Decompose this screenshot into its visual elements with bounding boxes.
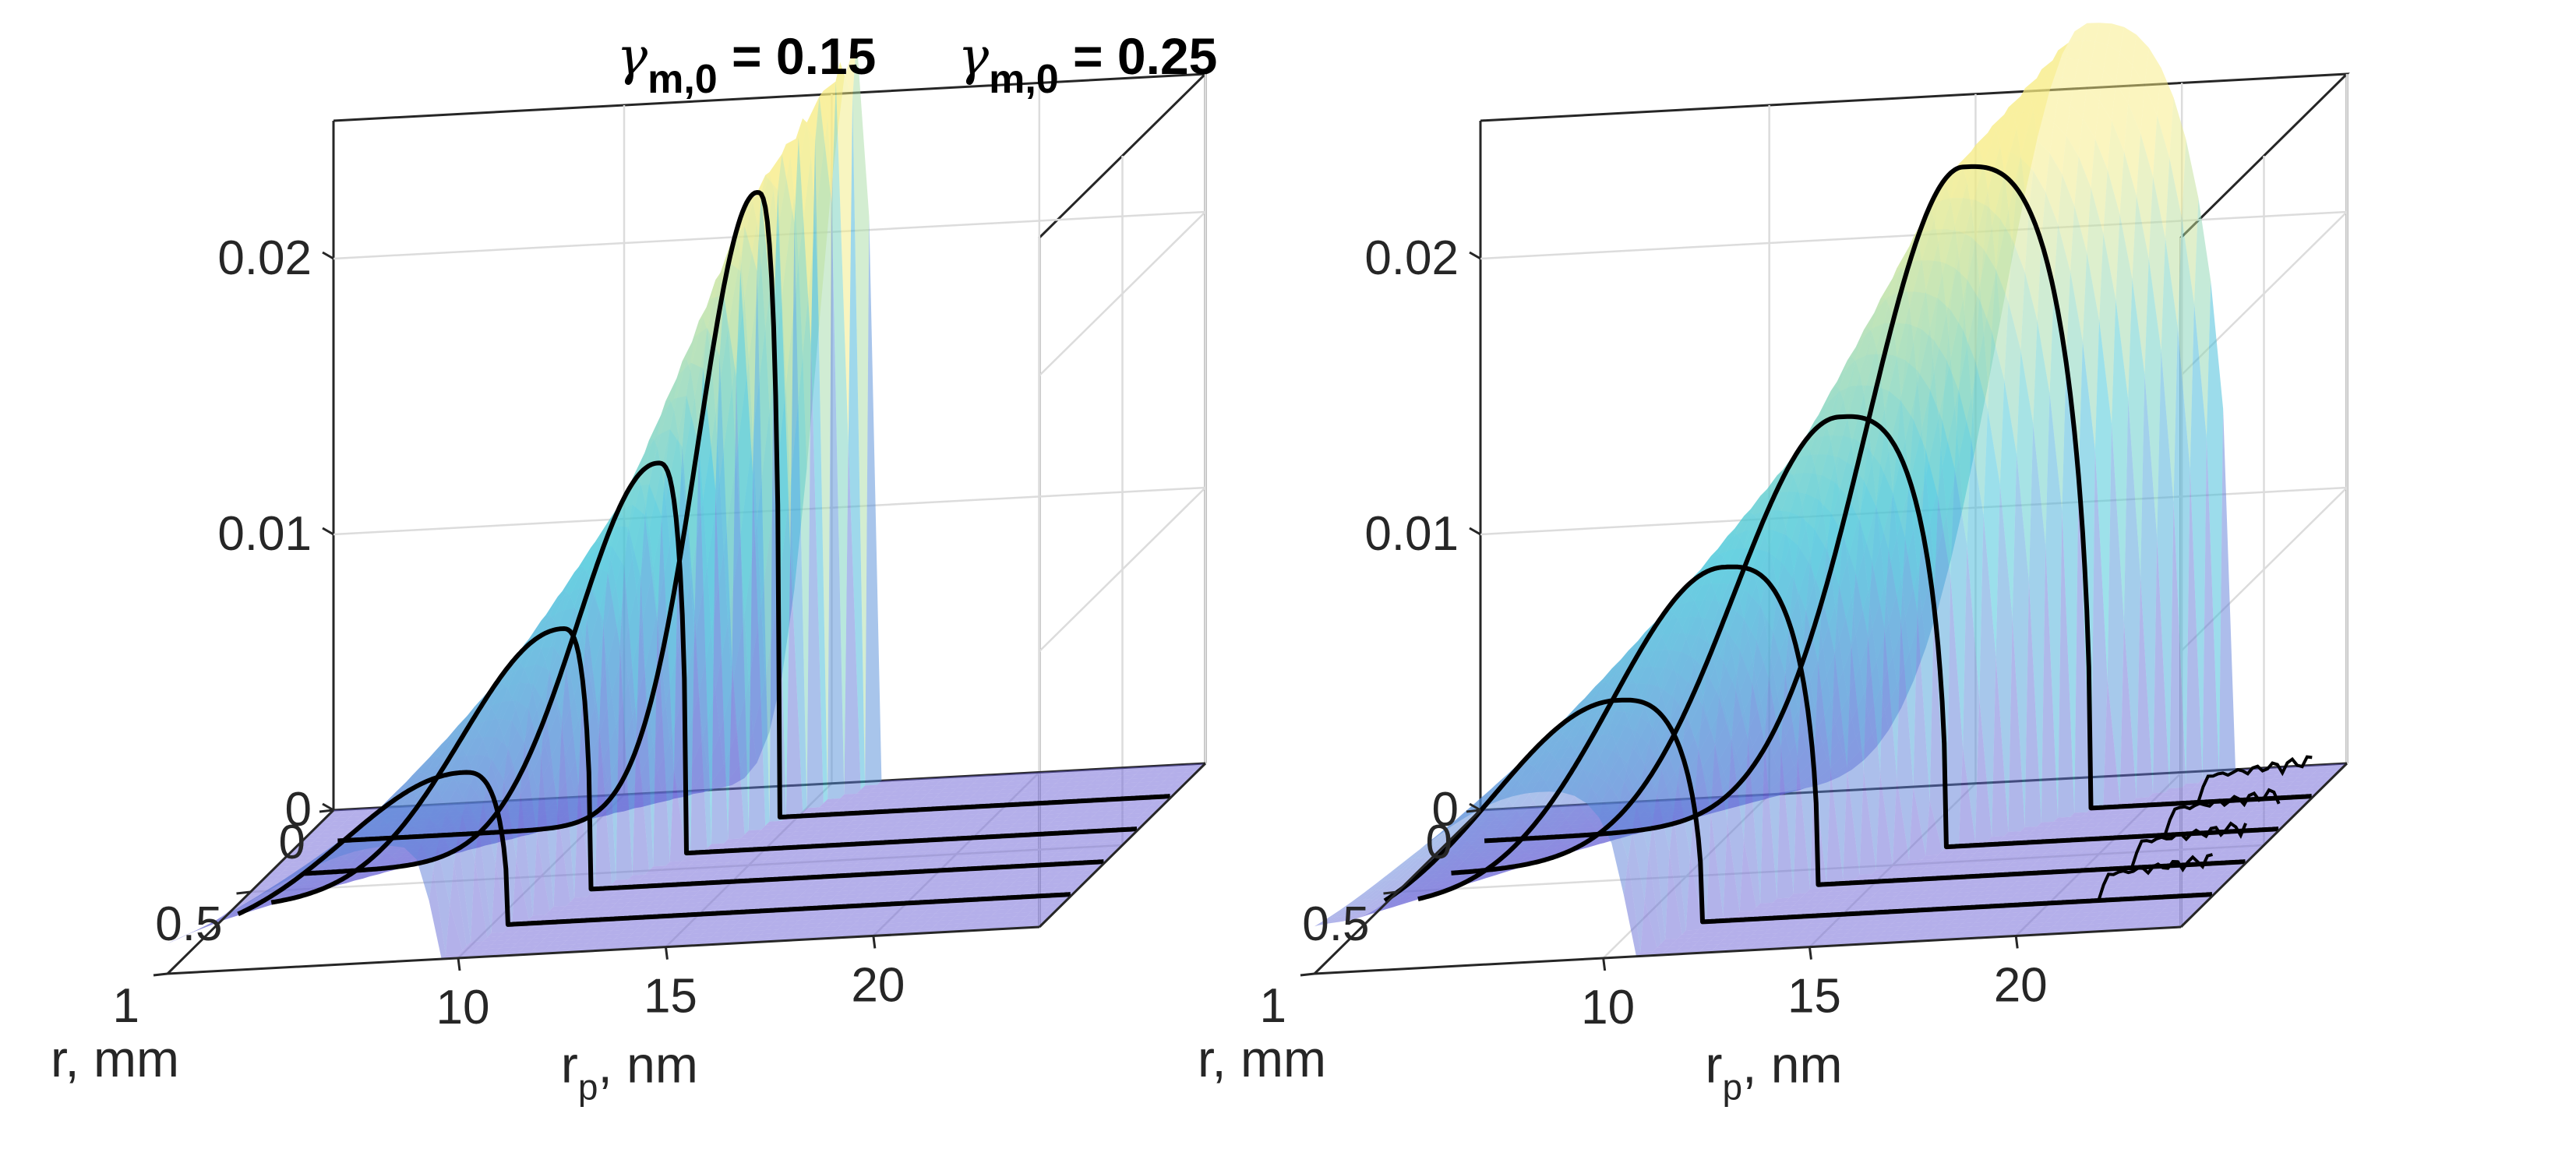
x-tick xyxy=(873,936,875,948)
z-tick-label: 0.02 xyxy=(217,231,312,285)
z-tick xyxy=(323,528,333,534)
x-axis-label-sub: p xyxy=(578,1066,598,1107)
x-tick-label: 20 xyxy=(851,958,905,1012)
y-tick xyxy=(154,974,168,975)
x-axis-label-rest: , nm xyxy=(598,1035,697,1093)
x-tick-label: 15 xyxy=(644,970,697,1024)
x-axis-label: rp, nm xyxy=(561,1035,698,1107)
z-tick-label: 0.01 xyxy=(217,507,312,561)
y-axis-label: r, mm xyxy=(51,1030,179,1087)
x-axis-label-main: r xyxy=(561,1035,578,1093)
chart-title-sub: m,0 xyxy=(648,57,718,102)
surface xyxy=(1314,23,2347,957)
y-tick-label: 1 xyxy=(113,979,139,1033)
chart-title-rest: = 0.15 xyxy=(718,27,877,85)
x-tick-label: 10 xyxy=(436,981,490,1034)
chart-title-main: γ xyxy=(617,26,648,86)
y-tick-label: 0 xyxy=(279,816,305,869)
y-tick xyxy=(319,810,333,812)
x-tick xyxy=(458,958,460,971)
x-tick xyxy=(665,947,667,960)
y-tick-label: 0.5 xyxy=(155,897,222,951)
y-tick xyxy=(237,892,251,893)
z-tick xyxy=(323,252,333,259)
